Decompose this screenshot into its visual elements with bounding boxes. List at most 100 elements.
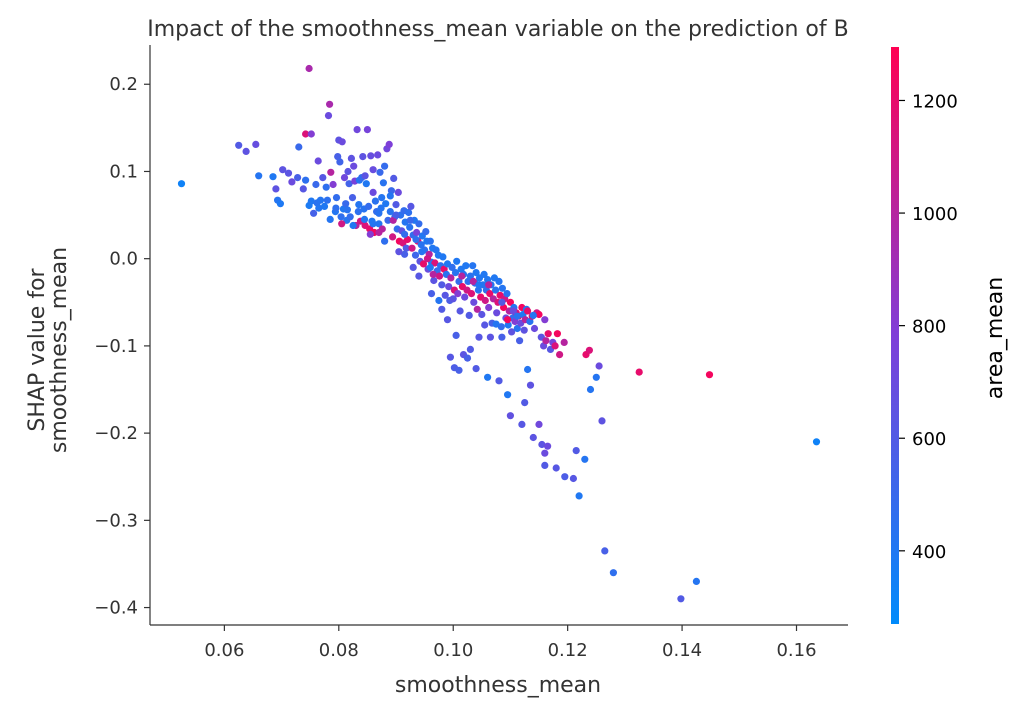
scatter-point [406, 223, 414, 231]
scatter-point [361, 172, 369, 180]
scatter-point [513, 324, 521, 333]
scatter-point [326, 215, 334, 223]
scatter-point [598, 417, 606, 425]
colorbar-tick-label: 1000 [912, 204, 958, 225]
scatter-point [413, 228, 421, 237]
scatter-point [295, 143, 303, 151]
scatter-point [276, 200, 284, 208]
scatter-point [456, 307, 464, 315]
scatter-point [401, 230, 409, 238]
scatter-point [692, 577, 701, 586]
scatter-point [581, 455, 589, 463]
scatter-point [475, 333, 483, 341]
scatter-point [443, 316, 452, 324]
plot-area: 0.06 0.08 0.10 0.12 0.14 0.16 0.2 0.1 0.0 −0.1 −0… [94, 45, 848, 661]
scatter-point [426, 263, 434, 271]
scatter-point [344, 167, 352, 176]
scatter-point [544, 442, 552, 450]
scatter-point [478, 310, 486, 319]
scatter-point [366, 230, 374, 238]
scatter-point [635, 368, 643, 376]
scatter-point [319, 174, 327, 182]
scatter-point [609, 569, 618, 577]
y-tick-label: −0.1 [94, 336, 138, 357]
scatter-point [329, 180, 337, 189]
scatter-point [481, 321, 489, 329]
scatter-point [465, 311, 473, 319]
scatter-point [406, 216, 414, 224]
scatter-point [279, 166, 287, 174]
scatter-point [415, 272, 423, 280]
scatter-point [481, 296, 489, 305]
scatter-point [346, 213, 354, 221]
scatter-point [390, 174, 398, 182]
scatter-point [338, 220, 346, 228]
scatter-point [345, 180, 353, 188]
scatter-point [492, 286, 500, 294]
colorbar-tick-label: 1200 [912, 91, 958, 112]
scatter-point [524, 307, 532, 315]
scatter-point [474, 286, 482, 294]
scatter-point [302, 130, 310, 138]
scatter-point [322, 183, 330, 191]
scatter-point [402, 244, 410, 252]
scatter-point [415, 220, 423, 228]
scatter-point [473, 305, 481, 313]
scatter-point [592, 373, 600, 381]
scatter-point [316, 196, 325, 204]
scatter-point [535, 310, 543, 319]
scatter-point [560, 338, 568, 346]
scatter-point [518, 420, 526, 428]
scatter-point [466, 345, 474, 353]
scatter-point [508, 328, 516, 336]
scatter-point [392, 211, 400, 219]
scatter-point [484, 373, 492, 381]
scatter-point [385, 140, 393, 148]
scatter-point [348, 194, 357, 202]
scatter-point [506, 298, 514, 306]
scatter-point [422, 228, 430, 236]
scatter-point [324, 112, 333, 120]
scatter-point [438, 305, 446, 313]
scatter-point [386, 192, 394, 200]
scatter-point [435, 272, 444, 280]
scatter-point [369, 188, 377, 196]
scatter-point [371, 197, 379, 205]
scatter-point [418, 248, 426, 256]
scatter-point [323, 196, 331, 204]
scatter-point [375, 220, 383, 228]
scatter-point [572, 447, 580, 455]
scatter-point [349, 221, 357, 230]
scatter-point [551, 342, 559, 350]
scatter-point [504, 316, 512, 324]
scatter-point [435, 296, 443, 305]
scatter-point [347, 154, 355, 162]
colorbar-ticks: 400 600 800 1000 1200 [899, 91, 958, 563]
y-tick-label: −0.4 [94, 598, 138, 619]
scatter-point [242, 147, 250, 155]
colorbar-label: area_mean [983, 277, 1008, 399]
x-tick-label: 0.12 [548, 640, 588, 661]
scatter-point [472, 269, 480, 277]
scatter-point [513, 312, 521, 320]
scatter-point [314, 157, 322, 165]
scatter-point [362, 180, 370, 188]
scatter-point [521, 399, 529, 407]
scatter-point [495, 277, 503, 285]
scatter-point [430, 276, 438, 285]
x-axis-label: smoothness_mean [395, 673, 601, 698]
scatter-point [315, 204, 323, 212]
scatter-point [269, 173, 277, 181]
scatter-point [677, 595, 685, 603]
scatter-point [524, 365, 532, 374]
scatter-point [552, 464, 560, 472]
scatter-point [310, 209, 318, 217]
scatter-point [305, 64, 313, 73]
scatter-point [486, 333, 494, 341]
scatter-point [585, 346, 594, 354]
y-tick-label: −0.2 [94, 423, 138, 444]
scatter-point [409, 263, 417, 271]
scatter-point [495, 377, 503, 385]
scatter-point [486, 290, 494, 298]
scatter-point [407, 202, 415, 210]
